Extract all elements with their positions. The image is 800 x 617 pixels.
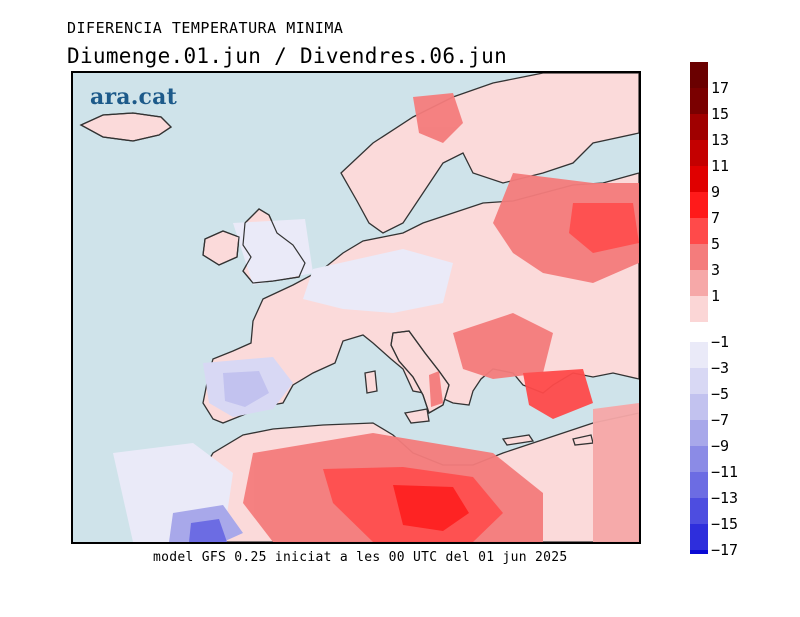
- temperature-map: [79, 73, 639, 542]
- legend-label: −13: [711, 489, 739, 507]
- date-range-subtitle: Diumenge.01.jun / Divendres.06.jun: [67, 44, 508, 68]
- legend-label: 15: [711, 105, 730, 123]
- scandinavia: [340, 73, 639, 234]
- legend-swatch: [690, 140, 708, 166]
- legend-label: 9: [711, 183, 721, 201]
- legend-label: 5: [711, 235, 721, 253]
- legend-label: 1: [711, 287, 721, 305]
- legend-label: −5: [711, 385, 730, 403]
- legend-swatch: [690, 88, 708, 114]
- crete: [501, 434, 535, 446]
- map-panel: [71, 71, 641, 544]
- legend-swatch: [690, 446, 708, 472]
- legend-swatch: [690, 114, 708, 140]
- legend-swatch: [690, 498, 708, 524]
- warm-anomalies: [243, 93, 639, 542]
- legend-swatch: [690, 192, 708, 218]
- coastlines: [79, 112, 450, 414]
- legend-label: 7: [711, 209, 721, 227]
- legend-swatch-top: [690, 62, 708, 88]
- legend-label: −9: [711, 437, 730, 455]
- legend-swatch: [690, 342, 708, 368]
- ireland: [202, 230, 240, 266]
- legend-label: 11: [711, 157, 730, 175]
- legend-swatch: [690, 244, 708, 270]
- color-legend-bar: [690, 62, 708, 554]
- legend-label: 3: [711, 261, 721, 279]
- legend-swatch: [690, 166, 708, 192]
- aracat-logo: ara.cat: [90, 84, 177, 110]
- iceland: [79, 112, 173, 142]
- model-footer: model GFS 0.25 iniciat a les 00 UTC del …: [153, 550, 568, 565]
- legend-label: −11: [711, 463, 739, 481]
- legend-swatch: [690, 550, 708, 554]
- legend-label: −3: [711, 359, 730, 377]
- legend-label: 17: [711, 79, 730, 97]
- legend-swatch: [690, 394, 708, 420]
- legend-label: −7: [711, 411, 730, 429]
- legend-swatch: [690, 420, 708, 446]
- legend-swatch: [690, 270, 708, 296]
- sicily: [403, 408, 430, 424]
- legend-label: 13: [711, 131, 730, 149]
- legend-label: −17: [711, 541, 739, 559]
- legend-swatch: [690, 472, 708, 498]
- legend-swatch: [690, 368, 708, 394]
- legend-swatch: [690, 524, 708, 550]
- legend-swatch: [690, 218, 708, 244]
- sardinia: [364, 370, 378, 394]
- chart-title: DIFERENCIA TEMPERATURA MINIMA: [67, 19, 344, 37]
- legend-label: −15: [711, 515, 739, 533]
- cool-anomalies: [113, 219, 453, 542]
- legend-label: −1: [711, 333, 730, 351]
- legend-swatch: [690, 296, 708, 322]
